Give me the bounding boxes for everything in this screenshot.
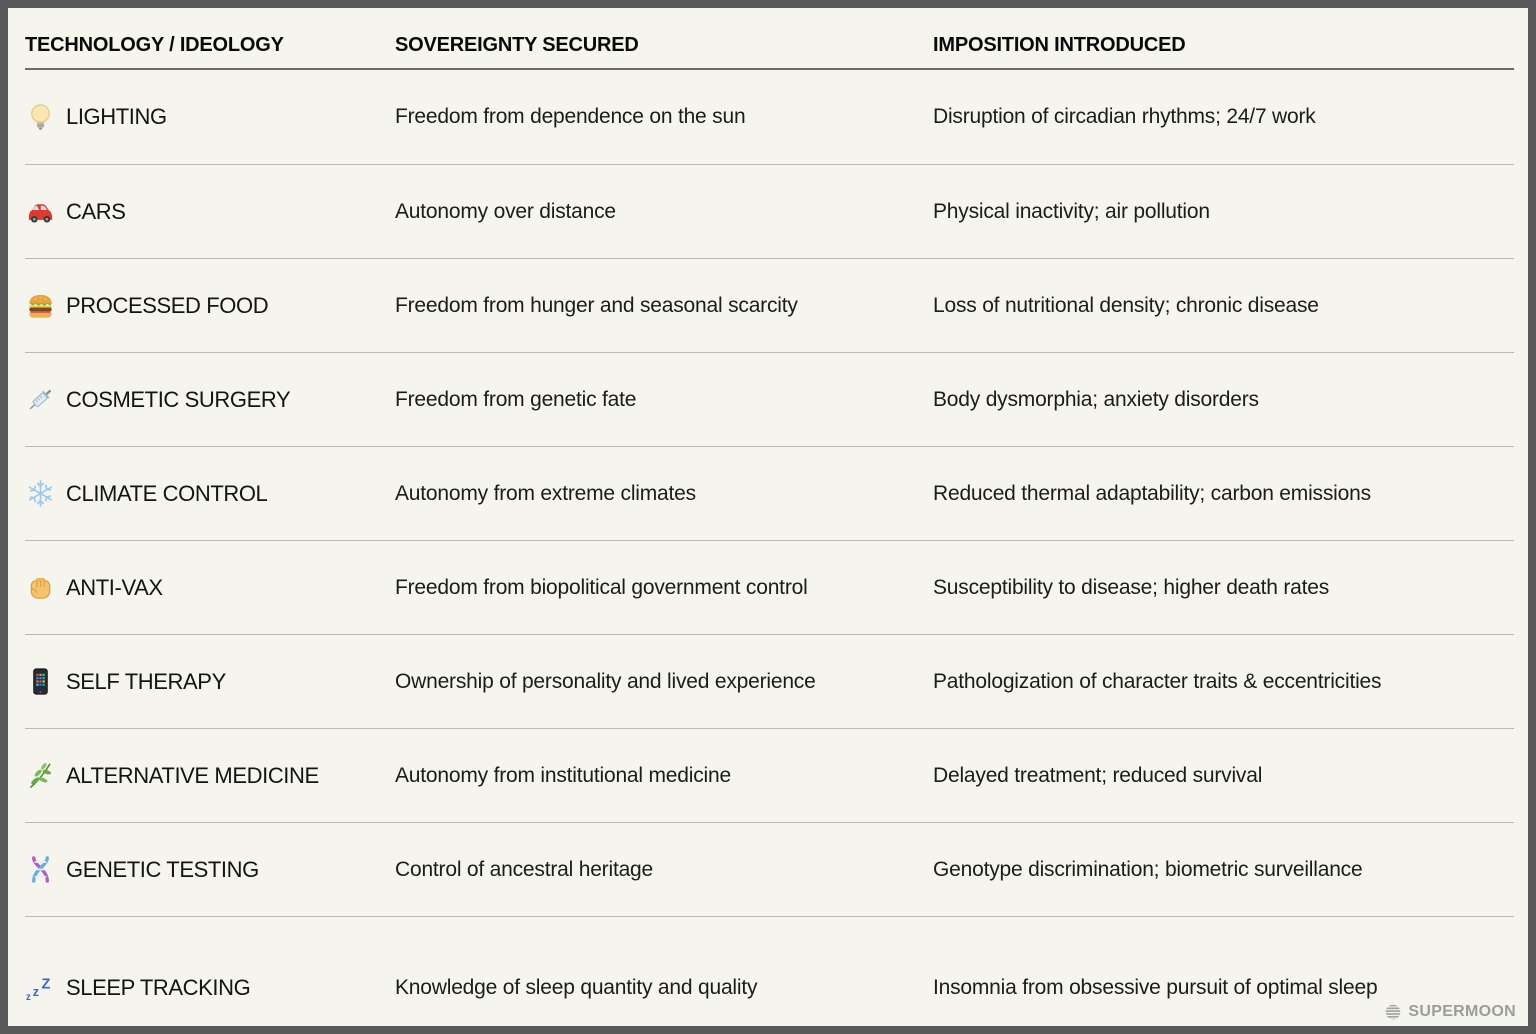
brand-name: SUPERMOON — [1408, 1003, 1516, 1020]
table-row: PROCESSED FOOD Freedom from hunger and s… — [25, 258, 1514, 352]
imposition-cell: Reduced thermal adaptability; carbon emi… — [933, 481, 1371, 505]
herb-icon — [25, 760, 56, 791]
sovereignty-cell: Knowledge of sleep quantity and quality — [395, 975, 758, 999]
dna-icon — [25, 854, 56, 885]
sovereignty-cell: Freedom from dependence on the sun — [395, 105, 746, 128]
row-label: ALTERNATIVE MEDICINE — [66, 762, 319, 788]
table-header-row: TECHNOLOGY / IDEOLOGY SOVEREIGNTY SECURE… — [25, 8, 1514, 70]
imposition-cell: Disruption of circadian rhythms; 24/7 wo… — [933, 105, 1316, 128]
row-label: CLIMATE CONTROL — [66, 480, 268, 506]
fist-icon — [25, 572, 56, 603]
imposition-cell: Insomnia from obsessive pursuit of optim… — [933, 975, 1378, 999]
sovereignty-cell: Autonomy from extreme climates — [395, 481, 696, 505]
sovereignty-cell: Control of ancestral heritage — [395, 857, 654, 881]
row-label: SELF THERAPY — [66, 668, 226, 694]
imposition-cell: Delayed treatment; reduced survival — [933, 763, 1263, 787]
supermoon-logo: SUPERMOON — [1384, 1003, 1516, 1021]
syringe-icon — [25, 384, 56, 415]
sovereignty-cell: Ownership of personality and lived exper… — [395, 669, 816, 693]
table-row: SLEEP TRACKING Knowledge of sleep quanti… — [25, 916, 1514, 1026]
table-body: LIGHTING Freedom from dependence on the … — [8, 70, 1528, 1026]
row-label: SLEEP TRACKING — [66, 974, 251, 1000]
sovereignty-cell: Freedom from hunger and seasonal scarcit… — [395, 293, 798, 317]
light-bulb-icon — [25, 102, 56, 133]
table-row: CLIMATE CONTROL Autonomy from extreme cl… — [25, 446, 1514, 540]
zzz-icon — [25, 972, 56, 1003]
row-label: GENETIC TESTING — [66, 856, 259, 882]
row-label: COSMETIC SURGERY — [66, 386, 291, 412]
sovereignty-cell: Freedom from genetic fate — [395, 387, 637, 411]
table-row: SELF THERAPY Ownership of personality an… — [25, 634, 1514, 728]
imposition-cell: Physical inactivity; air pollution — [933, 199, 1210, 223]
row-label: ANTI-VAX — [66, 574, 163, 600]
table-row: ALTERNATIVE MEDICINE Autonomy from insti… — [25, 728, 1514, 822]
table-row: CARS Autonomy over distance Physical ina… — [25, 164, 1514, 258]
supermoon-moon-icon — [1384, 1003, 1402, 1021]
sovereignty-cell: Autonomy from institutional medicine — [395, 763, 731, 787]
column-header-imposition-introduced: IMPOSITION INTRODUCED — [933, 34, 1186, 56]
row-label: CARS — [66, 198, 126, 224]
table-row: ANTI-VAX Freedom from biopolitical gover… — [25, 540, 1514, 634]
snowflake-icon — [25, 478, 56, 509]
imposition-cell: Pathologization of character traits & ec… — [933, 669, 1382, 693]
sovereignty-cell: Freedom from biopolitical government con… — [395, 575, 808, 599]
imposition-cell: Body dysmorphia; anxiety disorders — [933, 387, 1259, 411]
hamburger-icon — [25, 290, 56, 321]
table-row: LIGHTING Freedom from dependence on the … — [25, 70, 1514, 164]
imposition-cell: Genotype discrimination; biometric surve… — [933, 857, 1363, 881]
imposition-cell: Loss of nutritional density; chronic dis… — [933, 293, 1319, 317]
row-label: PROCESSED FOOD — [66, 292, 269, 318]
table-row: COSMETIC SURGERY Freedom from genetic fa… — [25, 352, 1514, 446]
table-row: GENETIC TESTING Control of ancestral her… — [25, 822, 1514, 916]
column-header-technology-ideology: TECHNOLOGY / IDEOLOGY — [25, 34, 284, 56]
imposition-cell: Susceptibility to disease; higher death … — [933, 575, 1330, 599]
car-icon — [25, 196, 56, 227]
sovereignty-cell: Autonomy over distance — [395, 199, 616, 223]
row-label: LIGHTING — [66, 104, 167, 129]
phone-icon — [25, 666, 56, 697]
column-header-sovereignty-secured: SOVEREIGNTY SECURED — [395, 34, 639, 56]
